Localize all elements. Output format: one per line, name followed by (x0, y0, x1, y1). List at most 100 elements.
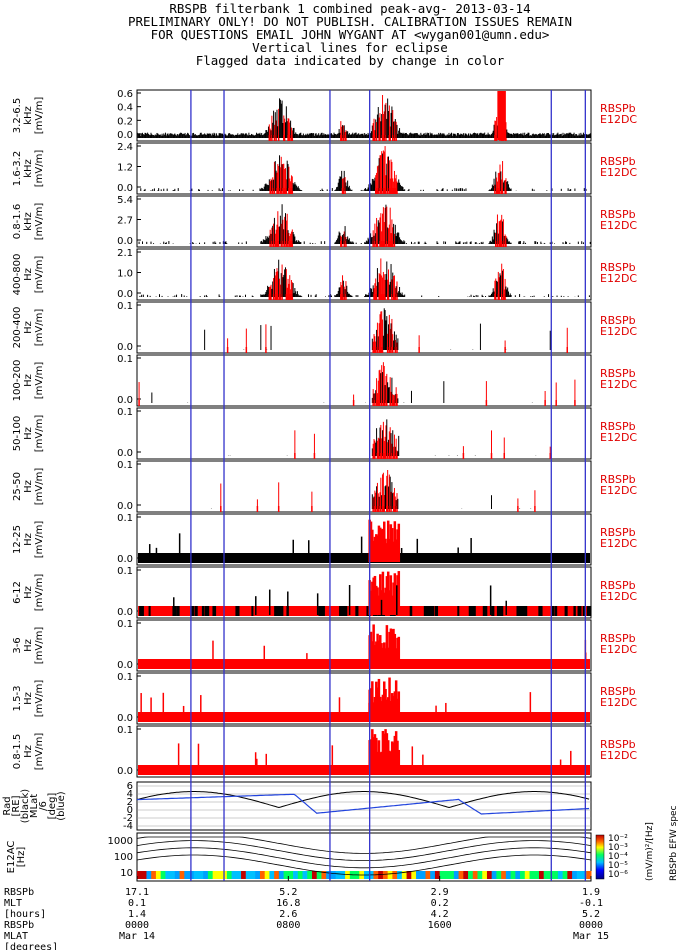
spec-cell (576, 871, 583, 879)
spec-cell (250, 871, 256, 879)
data-band-segment (564, 606, 568, 616)
y-axis-label: E12AC (6, 841, 17, 874)
spec-cell (401, 871, 408, 879)
y-axis-label: [mV/m] (34, 309, 45, 347)
side-label: E12DC (600, 643, 637, 656)
panel-frame (136, 248, 592, 301)
y-axis-label: Hz (23, 692, 34, 705)
spec-cell (586, 871, 592, 879)
data-band-segment (343, 606, 348, 616)
spec-cell (515, 871, 521, 879)
spec-cell (245, 871, 251, 879)
colorbar-tick-label: 10⁻⁶ (608, 870, 628, 880)
panel-frame (136, 354, 592, 407)
data-band-segment (551, 606, 555, 616)
side-label: E12DC (600, 696, 637, 709)
y-axis-label: kHz (23, 212, 34, 231)
spec-cell (222, 871, 228, 879)
spec-cell (193, 871, 199, 879)
x-row-label: MLAT (4, 931, 28, 942)
spec-cell (307, 871, 313, 879)
x-tick-label: Mar 14 (119, 931, 155, 942)
spec-cell (529, 871, 535, 879)
x-tick-label: 17.1 (125, 887, 149, 898)
x-tick-label: 0000 (125, 920, 149, 931)
y-tick-label: 0.0 (117, 554, 133, 565)
y-axis-label: (blue) (56, 791, 67, 821)
y-axis-label: [mV/m] (34, 203, 45, 241)
spec-cell (288, 871, 294, 879)
y-axis-label: 6-12 (12, 581, 23, 604)
side-label: E12DC (600, 749, 637, 762)
y-axis-label: [mV/m] (34, 150, 45, 188)
y-tick-label: 0.1 (117, 725, 133, 736)
data-band (138, 553, 590, 563)
y-tick-label: 0.0 (117, 236, 133, 247)
panel-frame (136, 460, 592, 513)
y-tick-label: 1.0 (117, 269, 133, 280)
ephem-frame (136, 781, 592, 831)
spec-cell (184, 871, 190, 879)
y-axis-label: [mV/m] (34, 574, 45, 612)
side-label: E12DC (600, 431, 637, 444)
spec-cell (472, 871, 478, 879)
side-label: RBSPb (600, 738, 636, 751)
y-tick-label: 0.1 (117, 566, 133, 577)
spec-cell (226, 871, 233, 879)
data-band-segment (522, 606, 528, 616)
spec-cell (439, 871, 445, 879)
side-label: E12DC (600, 272, 637, 285)
spec-cell (231, 871, 237, 879)
data-band-segment (468, 606, 473, 616)
spec-cell (534, 871, 540, 879)
spec-cell (434, 871, 441, 879)
side-label: E12DC (600, 113, 637, 126)
spec-cell (146, 871, 152, 879)
y-axis-label: Hz (23, 639, 34, 652)
y-tick-label: 10 (120, 868, 133, 879)
spec-cell (165, 871, 171, 879)
spec-cell (293, 871, 299, 879)
x-tick-label: 4.2 (431, 909, 449, 920)
data-band (138, 765, 590, 775)
data-band-segment (573, 606, 576, 616)
mlat-curve (136, 793, 590, 815)
y-axis-label: kHz (23, 159, 34, 178)
data-band-segment (577, 606, 582, 616)
spec-cell (340, 871, 346, 879)
spec-cell (378, 871, 384, 879)
spec-cell (557, 871, 564, 879)
spec-cell (505, 871, 512, 879)
spec-cell (316, 871, 322, 879)
side-label: RBSPb (600, 420, 636, 433)
spec-cell (217, 871, 223, 879)
x-tick-label: Mar 15 (573, 931, 609, 942)
y-tick-label: 0.1 (117, 513, 133, 524)
y-axis-label: 50-100 (12, 416, 23, 451)
spec-cell (259, 871, 266, 879)
y-axis-label: 0.8-1.6 (12, 204, 23, 239)
spec-cell (382, 871, 389, 879)
y-axis-label: 1.5-3 (12, 686, 23, 712)
side-label: RBSPb (600, 579, 636, 592)
data-band-segment (499, 606, 504, 616)
spec-harmonic-curve (136, 836, 592, 854)
title-line-4: Vertical lines for eclipse (252, 40, 448, 55)
spec-cell (562, 871, 568, 879)
spec-cell (326, 871, 332, 879)
y-tick-label: 0.4 (117, 103, 133, 114)
data-band-segment (139, 606, 144, 616)
data-band-segment (521, 606, 525, 616)
spec-cell (283, 871, 289, 879)
x-axis-labels: RBSPb 17.1 5.2 2.9 1.9 MLT 0.1 16.8 0.2 -0.1 [hour… (4, 876, 609, 950)
spec-cell (387, 871, 393, 879)
spec-cell (501, 871, 507, 879)
spec-cell (141, 871, 147, 879)
panel-frame (136, 513, 592, 566)
side-label: E12DC (600, 166, 637, 179)
y-tick-label: -4 (123, 821, 133, 832)
